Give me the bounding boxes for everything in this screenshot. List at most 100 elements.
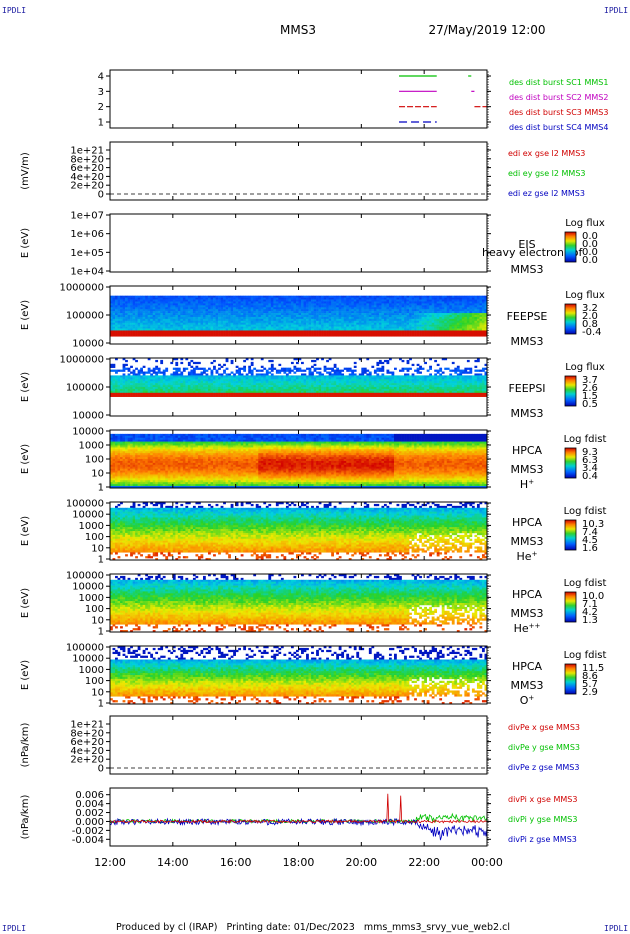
spectrogram-cell — [178, 296, 181, 298]
spectrogram-cell — [366, 315, 369, 317]
spectrogram-cell — [291, 327, 294, 329]
spectrogram-cell — [394, 389, 397, 391]
spectrogram-cell — [243, 385, 246, 387]
spectrogram-cell — [243, 368, 246, 370]
spectrogram-cell — [135, 395, 138, 397]
spectrogram-cell — [301, 362, 304, 364]
spectrogram-cell — [309, 393, 312, 395]
spectrogram-cell — [145, 296, 148, 298]
spectrogram-cell — [185, 301, 188, 303]
spectrogram-cell — [153, 379, 156, 381]
spectrogram-cell — [399, 307, 402, 309]
spectrogram-cell — [123, 301, 126, 303]
spectrogram-cell — [364, 377, 367, 379]
spectrogram-cell — [444, 334, 447, 336]
spectrogram-cell — [173, 389, 176, 391]
spectrogram-cell — [364, 330, 367, 332]
spectrogram-cell — [369, 307, 372, 309]
spectrogram-cell — [364, 383, 367, 385]
spectrogram-cell — [165, 300, 168, 302]
spectrogram-cell — [125, 327, 128, 329]
spectrogram-cell — [311, 307, 314, 309]
spectrogram-cell — [472, 330, 475, 332]
spectrogram-cell — [241, 327, 244, 329]
spectrogram-cell — [329, 311, 332, 313]
spectrogram-cell — [213, 300, 216, 302]
spectrogram-cell — [422, 323, 425, 325]
spectrogram-cell — [206, 321, 209, 323]
spectrogram-cell — [314, 319, 317, 321]
spectrogram-cell — [457, 319, 460, 321]
spectrogram-cell — [296, 300, 299, 302]
spectrogram-cell — [251, 389, 254, 391]
spectrogram-cell — [472, 319, 475, 321]
spectrogram-cell — [160, 332, 163, 334]
spectrogram-cell — [236, 307, 239, 309]
spectrogram-cell — [135, 373, 138, 375]
spectrogram-cell — [412, 329, 415, 331]
spectrogram-cell — [339, 301, 342, 303]
spectrogram-cell — [361, 311, 364, 313]
spectrogram-cell — [208, 391, 211, 393]
spectrogram-cell — [150, 300, 153, 302]
spectrogram-cell — [344, 305, 347, 307]
spectrogram-cell — [296, 325, 299, 327]
spectrogram-cell — [409, 323, 412, 325]
spectrogram-cell — [266, 325, 269, 327]
spectrogram-cell — [334, 325, 337, 327]
spectrogram-cell — [346, 368, 349, 370]
spectrogram-cell — [331, 381, 334, 383]
spectrogram-cell — [402, 301, 405, 303]
spectrogram-cell — [256, 329, 259, 331]
spectrogram-cell — [140, 375, 143, 377]
spectrogram-cell — [404, 311, 407, 313]
spectrogram-cell — [180, 323, 183, 325]
spectrogram-cell — [351, 334, 354, 336]
spectrogram-cell — [331, 368, 334, 370]
spectrogram-cell — [238, 373, 241, 375]
spectrogram-cell — [384, 329, 387, 331]
spectrogram-cell — [113, 313, 116, 315]
spectrogram-cell — [349, 300, 352, 302]
spectrogram-cell — [351, 296, 354, 298]
spectrogram-cell — [158, 301, 161, 303]
spectrogram-cell — [389, 321, 392, 323]
spectrogram-cell — [145, 393, 148, 395]
spectrogram-cell — [444, 329, 447, 331]
legend-entry: des dist burst SC2 MMS2 — [509, 93, 608, 102]
spectrogram-cell — [193, 307, 196, 309]
spectrogram-cell — [397, 327, 400, 329]
spectrogram-cell — [384, 375, 387, 377]
spectrogram-cell — [278, 329, 281, 331]
spectrogram-cell — [253, 330, 256, 332]
spectrogram-cell — [389, 305, 392, 307]
spectrogram-cell — [263, 305, 266, 307]
spectrogram-cell — [188, 393, 191, 395]
spectrogram-cell — [268, 313, 271, 315]
spectrogram-cell — [301, 325, 304, 327]
spectrogram-cell — [145, 334, 148, 336]
spectrogram-cell — [324, 393, 327, 395]
spectrogram-cell — [291, 379, 294, 381]
spectrogram-cell — [442, 329, 445, 331]
spectrogram-cell — [183, 330, 186, 332]
spectrogram-cell — [185, 321, 188, 323]
spectrogram-cell — [321, 334, 324, 336]
spectrogram-cell — [351, 330, 354, 332]
spectrogram-cell — [344, 319, 347, 321]
spectrogram-cell — [359, 319, 362, 321]
spectrogram-cell — [170, 329, 173, 331]
spectrogram-cell — [150, 315, 153, 317]
spectrogram-cell — [293, 303, 296, 305]
spectrogram-cell — [190, 319, 193, 321]
spectrogram-cell — [336, 389, 339, 391]
spectrogram-cell — [469, 330, 472, 332]
spectrogram-cell — [459, 296, 462, 298]
spectrogram-cell — [299, 370, 302, 372]
spectrogram-cell — [133, 385, 136, 387]
spectrogram-cell — [190, 298, 193, 300]
spectrogram-cell — [477, 305, 480, 307]
spectrogram-cell — [452, 307, 455, 309]
spectrogram-cell — [301, 323, 304, 325]
spectrogram-cell — [469, 327, 472, 329]
